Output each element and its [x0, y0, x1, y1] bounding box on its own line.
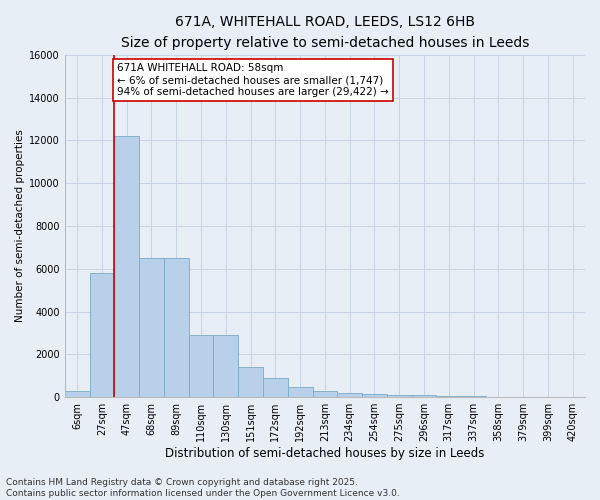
Bar — [387, 395, 412, 397]
Bar — [313, 390, 337, 397]
Bar — [139, 258, 164, 397]
Bar — [238, 367, 263, 397]
Bar — [65, 390, 89, 397]
Bar — [337, 393, 362, 397]
Bar — [362, 394, 387, 397]
Bar — [115, 136, 139, 397]
Bar — [263, 378, 288, 397]
Text: Contains HM Land Registry data © Crown copyright and database right 2025.
Contai: Contains HM Land Registry data © Crown c… — [6, 478, 400, 498]
Text: 671A WHITEHALL ROAD: 58sqm
← 6% of semi-detached houses are smaller (1,747)
94% : 671A WHITEHALL ROAD: 58sqm ← 6% of semi-… — [117, 64, 389, 96]
Bar — [188, 335, 214, 397]
Bar — [288, 388, 313, 397]
Y-axis label: Number of semi-detached properties: Number of semi-detached properties — [15, 130, 25, 322]
Bar — [214, 335, 238, 397]
X-axis label: Distribution of semi-detached houses by size in Leeds: Distribution of semi-detached houses by … — [165, 447, 485, 460]
Bar — [461, 396, 486, 397]
Bar — [89, 273, 115, 397]
Bar — [164, 258, 188, 397]
Bar — [436, 396, 461, 397]
Title: 671A, WHITEHALL ROAD, LEEDS, LS12 6HB
Size of property relative to semi-detached: 671A, WHITEHALL ROAD, LEEDS, LS12 6HB Si… — [121, 15, 529, 50]
Bar — [412, 396, 436, 397]
